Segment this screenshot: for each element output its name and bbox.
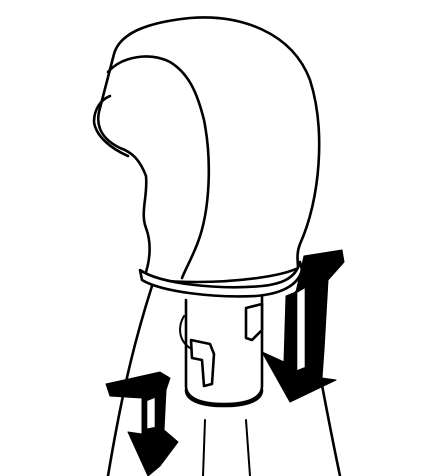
knob-thumb-bulge (92, 94, 130, 158)
left-arrow-shape (105, 371, 179, 476)
clip-left-tab (179, 315, 191, 349)
shaft-bottom-rim (184, 388, 264, 408)
boot-inner-left-line (202, 419, 206, 476)
boot-inner-right-line (245, 419, 251, 476)
boot-left-edge (106, 284, 154, 476)
left-arrow (105, 371, 179, 476)
left-arrow-highlight (144, 394, 158, 432)
retaining-collar (138, 260, 304, 298)
retaining-clip-left (189, 338, 216, 388)
right-arrow (261, 249, 345, 403)
retaining-clip-right (244, 302, 264, 342)
shift-lever-shaft (179, 290, 264, 408)
shift-knob (92, 16, 321, 298)
knob-inner-contour (106, 55, 211, 280)
right-arrow-highlight (294, 284, 308, 374)
